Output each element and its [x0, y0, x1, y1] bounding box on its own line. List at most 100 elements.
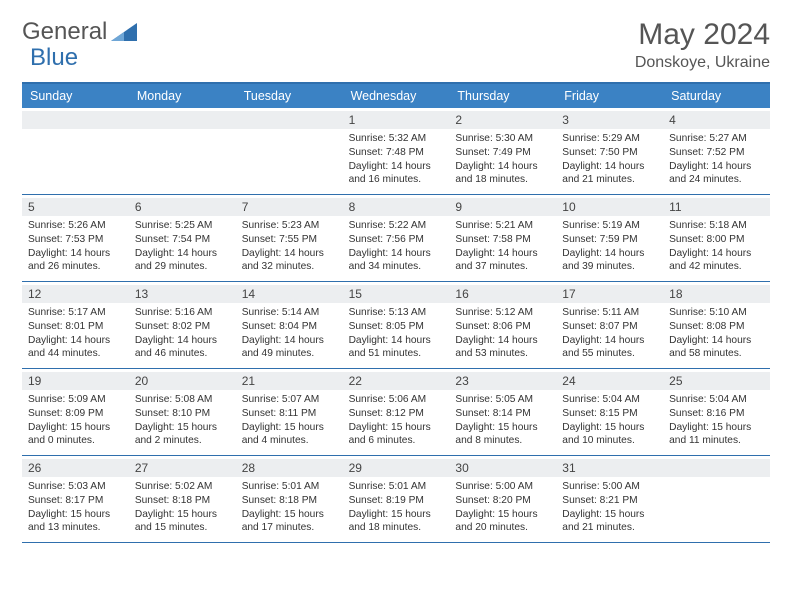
day-detail: Sunrise: 5:05 AMSunset: 8:14 PMDaylight:… — [455, 393, 550, 448]
week-row: 5 Sunrise: 5:26 AMSunset: 7:53 PMDaylight… — [22, 195, 770, 282]
calendar-cell: 17Sunrise: 5:11 AMSunset: 8:07 PMDayligh… — [556, 282, 663, 368]
day-detail: Sunrise: 5:07 AMSunset: 8:11 PMDaylight:… — [242, 393, 337, 448]
day-detail: Sunrise: 5:01 AMSunset: 8:19 PMDaylight:… — [349, 480, 444, 535]
day-header-cell: Thursday — [449, 84, 556, 108]
day-detail: Sunrise: 5:14 AMSunset: 8:04 PMDaylight:… — [242, 306, 337, 361]
calendar-cell: 6Sunrise: 5:25 AMSunset: 7:54 PMDaylight… — [129, 195, 236, 281]
calendar-cell: 25 Sunrise: 5:04 AMSunset: 8:16 PMDayligh… — [663, 369, 770, 455]
day-header-cell: Sunday — [22, 84, 129, 108]
day-detail: Sunrise: 5:18 AMSunset: 8:00 PMDaylight:… — [669, 219, 764, 274]
week-row: 26Sunrise: 5:03 AMSunset: 8:17 PMDayligh… — [22, 456, 770, 543]
day-detail: Sunrise: 5:13 AMSunset: 8:05 PMDaylight:… — [349, 306, 444, 361]
day-detail: Sunrise: 5:00 AMSunset: 8:20 PMDaylight:… — [455, 480, 550, 535]
calendar-cell: 12Sunrise: 5:17 AMSunset: 8:01 PMDayligh… — [22, 282, 129, 368]
day-detail: Sunrise: 5:19 AMSunset: 7:59 PMDaylight:… — [562, 219, 657, 274]
day-number: 1 — [343, 111, 450, 129]
calendar-cell: 7 Sunrise: 5:23 AMSunset: 7:55 PMDaylight… — [236, 195, 343, 281]
logo-text-blue: Blue — [30, 44, 78, 72]
day-number: 16 — [449, 285, 556, 303]
day-number: 14 — [236, 285, 343, 303]
day-number: 21 — [236, 372, 343, 390]
day-header-cell: Saturday — [663, 84, 770, 108]
calendar-cell: 4 Sunrise: 5:27 AMSunset: 7:52 PMDaylight… — [663, 108, 770, 194]
day-number: 4 — [663, 111, 770, 129]
day-number: 7 — [236, 198, 343, 216]
day-detail: Sunrise: 5:23 AMSunset: 7:55 PMDaylight:… — [242, 219, 337, 274]
day-detail: Sunrise: 5:17 AMSunset: 8:01 PMDaylight:… — [28, 306, 123, 361]
week-row: 1 Sunrise: 5:32 AMSunset: 7:48 PMDaylight… — [22, 108, 770, 195]
calendar-cell: 29 Sunrise: 5:01 AMSunset: 8:19 PMDayligh… — [343, 456, 450, 542]
calendar-cell: 8Sunrise: 5:22 AMSunset: 7:56 PMDaylight… — [343, 195, 450, 281]
day-number: 30 — [449, 459, 556, 477]
day-detail: Sunrise: 5:01 AMSunset: 8:18 PMDaylight:… — [242, 480, 337, 535]
calendar-cell: 31Sunrise: 5:00 AMSunset: 8:21 PMDayligh… — [556, 456, 663, 542]
day-number: 13 — [129, 285, 236, 303]
week-row: 19 Sunrise: 5:09 AMSunset: 8:09 PMDayligh… — [22, 369, 770, 456]
day-detail: Sunrise: 5:12 AMSunset: 8:06 PMDaylight:… — [455, 306, 550, 361]
day-detail: Sunrise: 5:26 AMSunset: 7:53 PMDaylight:… — [28, 219, 123, 274]
calendar-cell: 21 Sunrise: 5:07 AMSunset: 8:11 PMDayligh… — [236, 369, 343, 455]
day-number: 25 — [663, 372, 770, 390]
day-detail: Sunrise: 5:06 AMSunset: 8:12 PMDaylight:… — [349, 393, 444, 448]
day-detail: Sunrise: 5:04 AMSunset: 8:15 PMDaylight:… — [562, 393, 657, 448]
day-detail: Sunrise: 5:04 AMSunset: 8:16 PMDaylight:… — [669, 393, 764, 448]
day-detail: Sunrise: 5:09 AMSunset: 8:09 PMDaylight:… — [28, 393, 123, 448]
logo-triangle-icon — [111, 23, 137, 41]
calendar: SundayMondayTuesdayWednesdayThursdayFrid… — [22, 82, 770, 543]
day-number: 15 — [343, 285, 450, 303]
day-number: 19 — [22, 372, 129, 390]
day-detail: Sunrise: 5:32 AMSunset: 7:48 PMDaylight:… — [349, 132, 444, 187]
day-number: 18 — [663, 285, 770, 303]
day-header-row: SundayMondayTuesdayWednesdayThursdayFrid… — [22, 84, 770, 108]
day-number — [129, 111, 236, 129]
calendar-body: 1 Sunrise: 5:32 AMSunset: 7:48 PMDaylight… — [22, 108, 770, 543]
day-detail: Sunrise: 5:21 AMSunset: 7:58 PMDaylight:… — [455, 219, 550, 274]
calendar-cell: 22Sunrise: 5:06 AMSunset: 8:12 PMDayligh… — [343, 369, 450, 455]
day-detail: Sunrise: 5:08 AMSunset: 8:10 PMDaylight:… — [135, 393, 230, 448]
calendar-cell: 3 Sunrise: 5:29 AMSunset: 7:50 PMDaylight… — [556, 108, 663, 194]
calendar-cell: 24 Sunrise: 5:04 AMSunset: 8:15 PMDayligh… — [556, 369, 663, 455]
day-number: 10 — [556, 198, 663, 216]
title-block: May 2024 Donskoye, Ukraine — [635, 18, 770, 72]
day-header-cell: Tuesday — [236, 84, 343, 108]
header: General May 2024 Donskoye, Ukraine — [22, 18, 770, 72]
calendar-cell: 19 Sunrise: 5:09 AMSunset: 8:09 PMDayligh… — [22, 369, 129, 455]
calendar-cell: 16 Sunrise: 5:12 AMSunset: 8:06 PMDayligh… — [449, 282, 556, 368]
day-number: 26 — [22, 459, 129, 477]
day-detail: Sunrise: 5:16 AMSunset: 8:02 PMDaylight:… — [135, 306, 230, 361]
day-number: 5 — [22, 198, 129, 216]
calendar-cell: 20Sunrise: 5:08 AMSunset: 8:10 PMDayligh… — [129, 369, 236, 455]
calendar-cell: 1 Sunrise: 5:32 AMSunset: 7:48 PMDaylight… — [343, 108, 450, 194]
month-title: May 2024 — [635, 18, 770, 52]
day-detail: Sunrise: 5:30 AMSunset: 7:49 PMDaylight:… — [455, 132, 550, 187]
day-detail: Sunrise: 5:29 AMSunset: 7:50 PMDaylight:… — [562, 132, 657, 187]
day-number: 31 — [556, 459, 663, 477]
calendar-cell — [236, 108, 343, 194]
calendar-cell: 26Sunrise: 5:03 AMSunset: 8:17 PMDayligh… — [22, 456, 129, 542]
day-header-cell: Wednesday — [343, 84, 450, 108]
calendar-cell: 11Sunrise: 5:18 AMSunset: 8:00 PMDayligh… — [663, 195, 770, 281]
logo: General — [22, 18, 137, 46]
day-number: 3 — [556, 111, 663, 129]
calendar-cell: 15 Sunrise: 5:13 AMSunset: 8:05 PMDayligh… — [343, 282, 450, 368]
day-number: 23 — [449, 372, 556, 390]
day-number: 27 — [129, 459, 236, 477]
calendar-cell: 13 Sunrise: 5:16 AMSunset: 8:02 PMDayligh… — [129, 282, 236, 368]
calendar-cell: 18 Sunrise: 5:10 AMSunset: 8:08 PMDayligh… — [663, 282, 770, 368]
location-label: Donskoye, Ukraine — [635, 54, 770, 72]
calendar-cell: 14 Sunrise: 5:14 AMSunset: 8:04 PMDayligh… — [236, 282, 343, 368]
calendar-cell: 30 Sunrise: 5:00 AMSunset: 8:20 PMDayligh… — [449, 456, 556, 542]
day-detail: Sunrise: 5:10 AMSunset: 8:08 PMDaylight:… — [669, 306, 764, 361]
calendar-cell — [663, 456, 770, 542]
day-number: 24 — [556, 372, 663, 390]
day-header-cell: Monday — [129, 84, 236, 108]
day-detail: Sunrise: 5:27 AMSunset: 7:52 PMDaylight:… — [669, 132, 764, 187]
day-number: 28 — [236, 459, 343, 477]
day-number: 17 — [556, 285, 663, 303]
calendar-cell: 27Sunrise: 5:02 AMSunset: 8:18 PMDayligh… — [129, 456, 236, 542]
day-number — [22, 111, 129, 129]
day-number: 9 — [449, 198, 556, 216]
day-number: 29 — [343, 459, 450, 477]
day-number — [236, 111, 343, 129]
day-detail: Sunrise: 5:22 AMSunset: 7:56 PMDaylight:… — [349, 219, 444, 274]
